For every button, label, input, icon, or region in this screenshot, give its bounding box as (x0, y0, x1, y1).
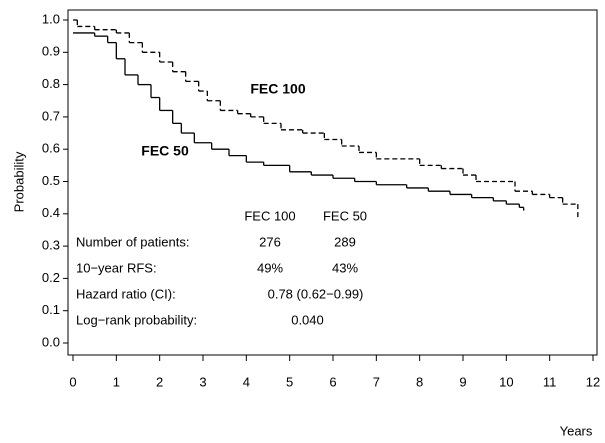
x-tick-label: 9 (459, 374, 466, 389)
x-tick-label: 12 (586, 374, 600, 389)
table-row-label: Log−rank probability: (76, 312, 197, 327)
y-tick-label: 0.6 (42, 141, 60, 156)
x-tick-label: 7 (373, 374, 380, 389)
y-tick-label: 0.2 (42, 270, 60, 285)
x-tick-label: 10 (499, 374, 513, 389)
x-axis-label: Years (560, 423, 593, 438)
x-tick-label: 6 (329, 374, 336, 389)
table-column-header: FEC 50 (323, 208, 367, 223)
y-tick-label: 0.0 (42, 334, 60, 349)
x-tick-label: 0 (69, 374, 76, 389)
series-annotation: FEC 100 (250, 81, 305, 97)
table-cell: 0.040 (291, 312, 324, 327)
y-tick-label: 0.3 (42, 238, 60, 253)
table-row-label: Number of patients: (76, 234, 189, 249)
y-tick-label: 0.5 (42, 173, 60, 188)
y-tick-label: 0.9 (42, 44, 60, 59)
series-annotation: FEC 50 (141, 143, 189, 159)
y-tick-label: 0.1 (42, 302, 60, 317)
y-tick-label: 0.7 (42, 108, 60, 123)
y-tick-label: 0.4 (42, 205, 60, 220)
table-cell: 289 (334, 234, 356, 249)
table-cell: 49% (257, 260, 283, 275)
table-cell: 0.78 (0.62−0.99) (268, 286, 364, 301)
x-tick-label: 2 (156, 374, 163, 389)
y-axis-label: Probability (11, 151, 26, 212)
x-tick-label: 11 (543, 374, 557, 389)
table-cell: 43% (332, 260, 358, 275)
x-tick-label: 3 (199, 374, 206, 389)
table-column-header: FEC 100 (244, 208, 295, 223)
y-tick-label: 0.8 (42, 76, 60, 91)
table-row-label: Hazard ratio (CI): (76, 286, 176, 301)
table-row-label: 10−year RFS: (76, 260, 157, 275)
x-tick-label: 1 (113, 374, 120, 389)
x-tick-label: 4 (243, 374, 250, 389)
table-cell: 276 (259, 234, 281, 249)
x-tick-label: 8 (416, 374, 423, 389)
y-tick-label: 1.0 (42, 11, 60, 26)
x-tick-label: 5 (286, 374, 293, 389)
plot-frame (67, 9, 598, 356)
